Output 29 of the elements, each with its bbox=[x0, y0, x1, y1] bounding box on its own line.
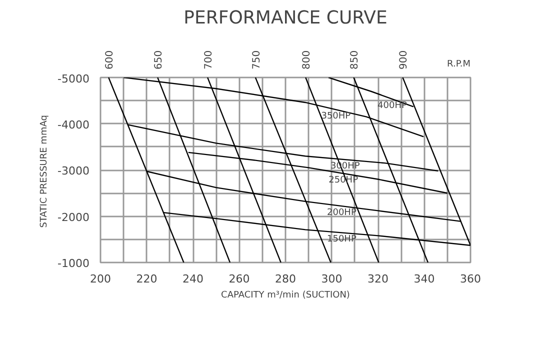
text: 800 bbox=[302, 50, 313, 70]
text: 700 bbox=[204, 50, 215, 70]
chart-title: PERFORMANCE CURVE bbox=[184, 8, 388, 28]
text: 650 bbox=[154, 50, 165, 70]
text: R.P.M bbox=[447, 60, 471, 70]
text: 900 bbox=[398, 50, 410, 70]
x-tick-label: 340 bbox=[414, 272, 435, 286]
y-tick-label: -3000 bbox=[58, 164, 90, 178]
x-tick-label: 240 bbox=[182, 272, 204, 286]
series-label: 200HP bbox=[327, 208, 357, 218]
x-tick-label: 300 bbox=[321, 272, 342, 286]
x-tick-label: 320 bbox=[368, 272, 388, 286]
text: 850 bbox=[350, 50, 361, 70]
text: 750 bbox=[251, 50, 262, 70]
text: 600 bbox=[104, 50, 116, 70]
y-tick-label: -4000 bbox=[58, 118, 90, 132]
y-tick-label: -5000 bbox=[58, 72, 90, 86]
x-tick-label: 260 bbox=[228, 272, 250, 286]
x-tick-label: 220 bbox=[136, 272, 158, 286]
y-tick-label: -2000 bbox=[58, 210, 90, 224]
x-tick-label: 200 bbox=[90, 272, 111, 286]
series-label: 350HP bbox=[321, 112, 352, 122]
series-label: 400HP bbox=[378, 101, 408, 112]
x-tick-label: 280 bbox=[275, 272, 296, 286]
x-tick-label: 360 bbox=[460, 272, 481, 286]
y-axis-title: STATIC PRESSURE mmAq bbox=[40, 115, 50, 228]
y-tick-label: -1000 bbox=[58, 257, 90, 270]
series-label: 150HP bbox=[327, 234, 357, 245]
x-axis-title: CAPACITY m³/min (SUCTION) bbox=[221, 290, 350, 300]
